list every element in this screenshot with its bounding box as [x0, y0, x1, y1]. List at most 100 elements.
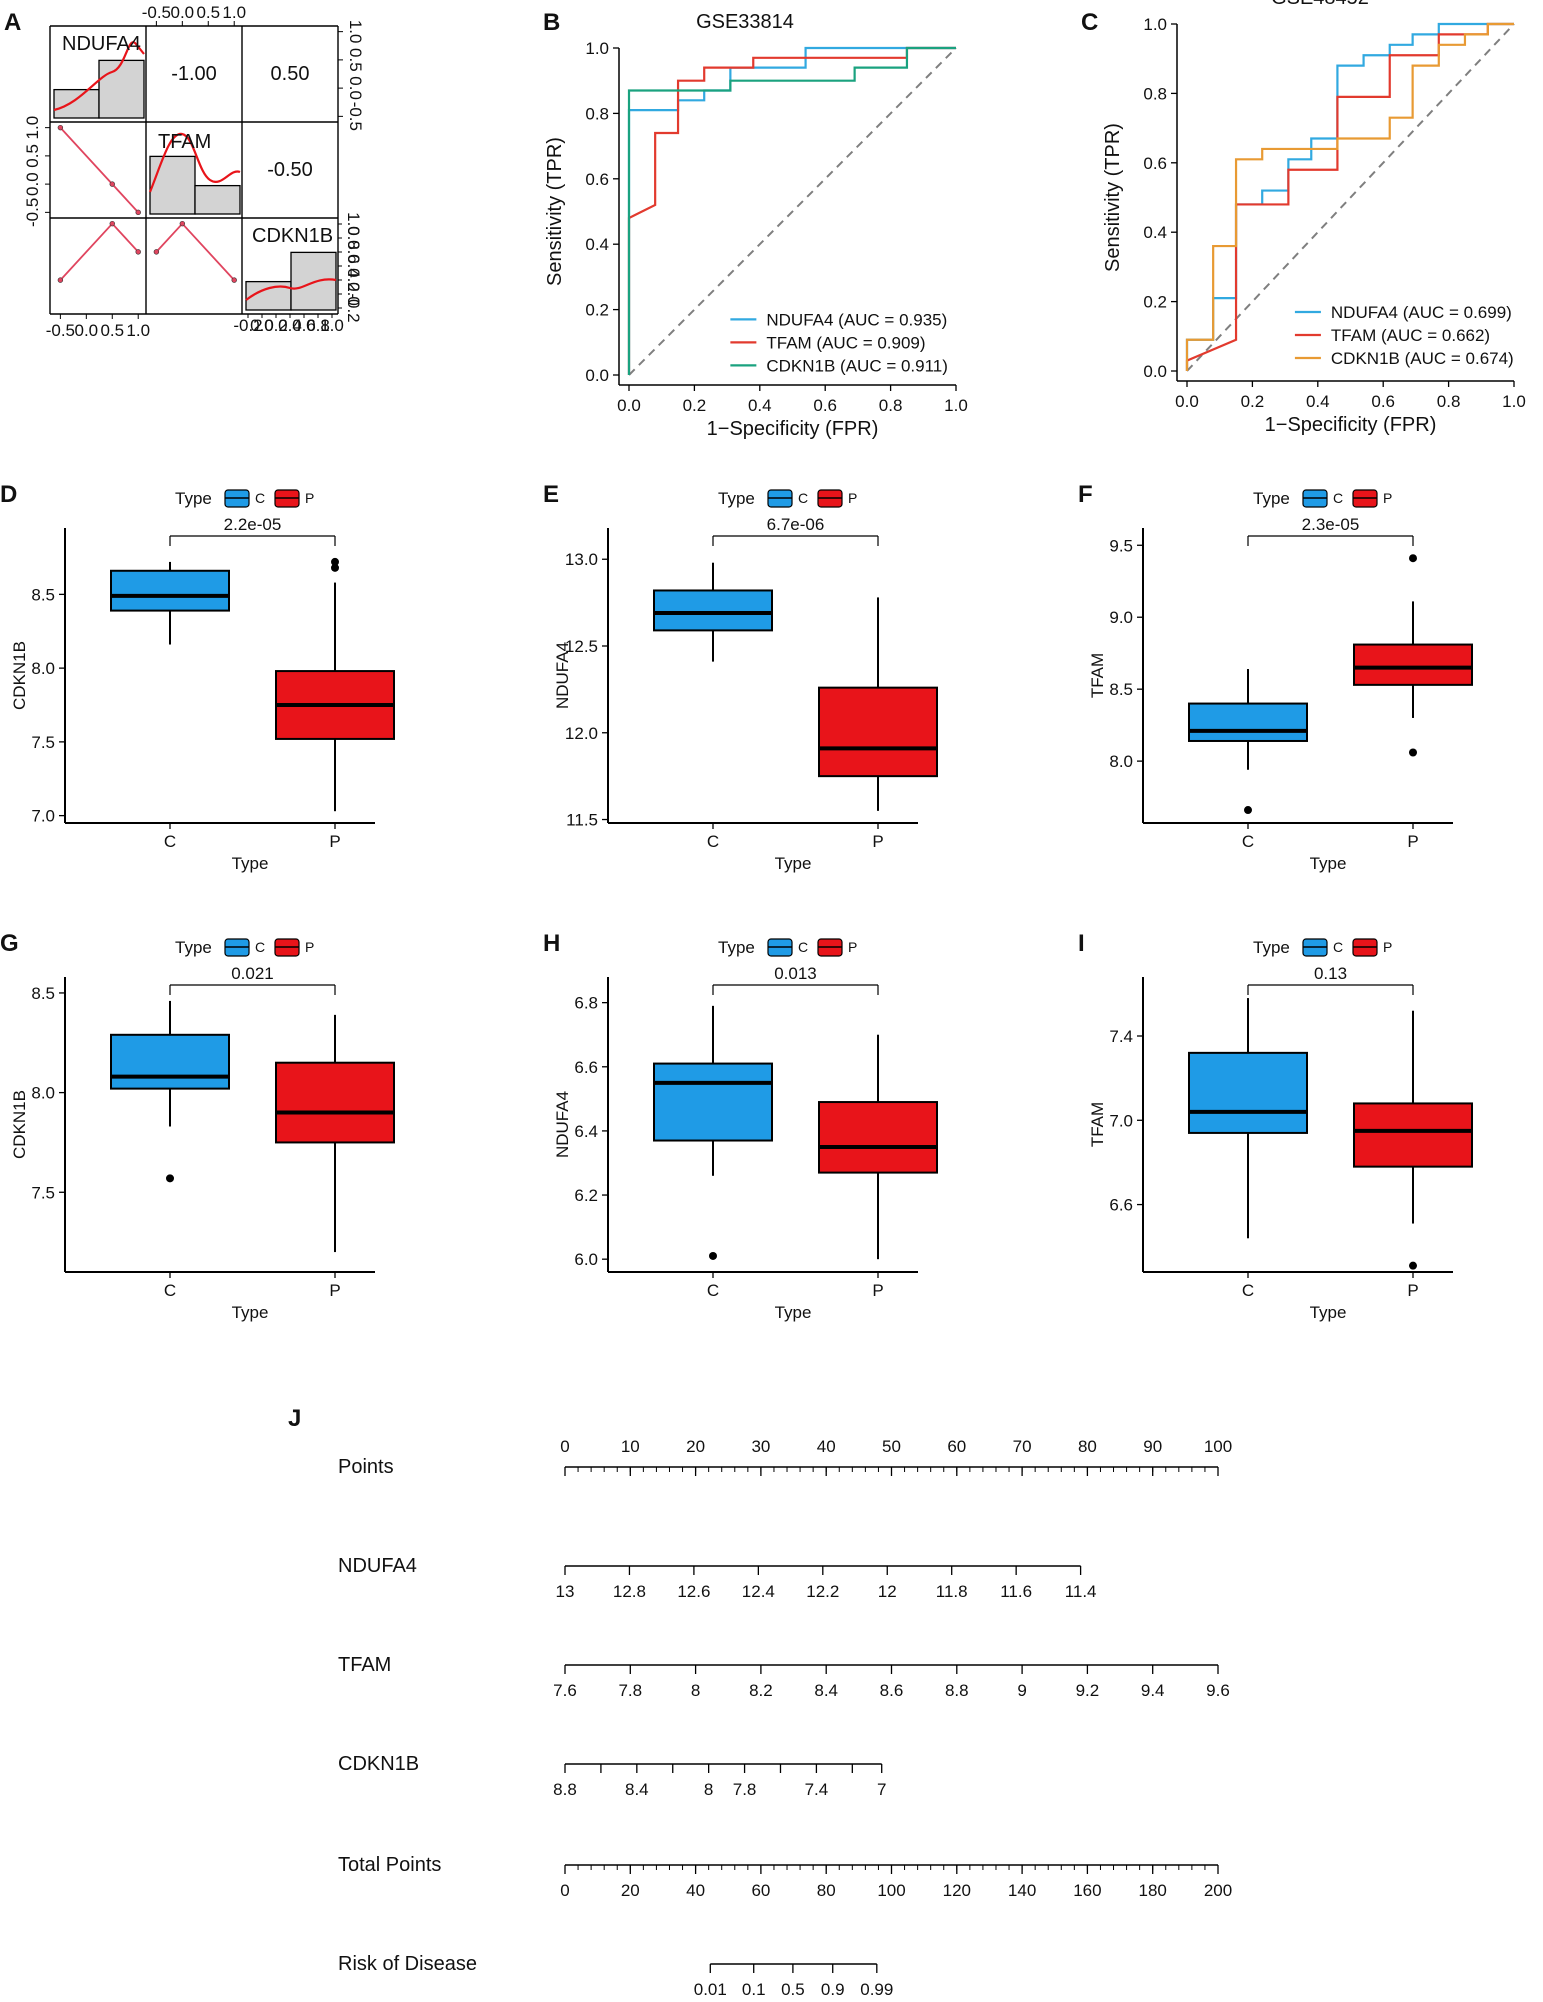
nomogram-tick-label: 90: [1143, 1437, 1162, 1456]
scatter-line: [59, 127, 139, 213]
nomogram-row-label: NDUFA4: [338, 1555, 417, 1577]
bottom-tick-label: 1.0: [126, 321, 150, 340]
top-tick-label: 0.5: [196, 3, 220, 22]
nomogram-tick-label: 8: [691, 1681, 700, 1700]
right-tick-label: 0.5: [346, 48, 365, 72]
right-bottom-tick-label: 0.8: [344, 226, 363, 250]
nomogram-tick-label: 100: [877, 1881, 905, 1900]
bottom-right-tick-label: 0.2: [264, 316, 288, 335]
x-tick-label: 1.0: [1502, 392, 1526, 411]
scatter-point: [179, 220, 186, 227]
correlation-value: 0.50: [271, 63, 310, 85]
scatter-point: [109, 181, 115, 187]
bottom-right-tick-label: -0.2: [233, 316, 262, 335]
scatter-point: [135, 249, 141, 255]
right-bottom-tick-label: 0.4: [344, 254, 363, 278]
nomogram-tick-label: 12.2: [806, 1582, 839, 1601]
density-curve: [148, 132, 241, 193]
y-tick-label: 8.0: [31, 659, 55, 678]
y-axis-title: CDKN1B: [10, 1090, 29, 1159]
roc-curve-cdkn1b: [627, 46, 956, 375]
left-tick-label: 1.0: [23, 116, 42, 140]
nomogram-tick-label: 0: [560, 1881, 569, 1900]
x-tick-label: C: [164, 832, 176, 851]
x-tick-label: 0.6: [1371, 392, 1395, 411]
y-axis-title: TFAM: [1088, 1102, 1107, 1147]
legend-label-p: P: [1383, 490, 1392, 506]
box-p: [275, 1061, 395, 1144]
nomogram-tick-label: 0: [560, 1437, 569, 1456]
y-tick-label: 0.0: [1143, 362, 1167, 381]
box-c: [1188, 702, 1308, 742]
x-tick-label: C: [707, 1281, 719, 1300]
x-tick-label: C: [164, 1281, 176, 1300]
variable-label-cdkn1b: CDKN1B: [252, 225, 333, 247]
legend-label-c: C: [1333, 939, 1343, 955]
roc-curve-cdkn1b: [1185, 22, 1514, 371]
legend-title: Type: [718, 938, 755, 957]
bottom-tick-label: -0.5: [46, 321, 75, 340]
right-tick-label: 1.0: [346, 20, 365, 44]
nomogram-tick-label: 140: [1008, 1881, 1036, 1900]
nomogram-tick-label: 40: [686, 1881, 705, 1900]
y-tick-label: 0.4: [585, 235, 609, 254]
nomogram-tick-label: 12.6: [677, 1582, 710, 1601]
nomogram-row-label: Total Points: [338, 1854, 441, 1876]
histogram-bar: [194, 184, 241, 215]
scatter-point: [57, 277, 64, 283]
nomogram-tick-label: 80: [817, 1881, 836, 1900]
nomogram-tick-label: 9: [1017, 1681, 1026, 1700]
x-tick-label: C: [1242, 832, 1254, 851]
scatter-point: [231, 277, 237, 283]
y-axis-title: TFAM: [1088, 653, 1107, 698]
y-tick-label: 8.0: [1109, 752, 1133, 771]
x-tick-label: 0.6: [813, 396, 837, 415]
nomogram-tick-label: 20: [621, 1881, 640, 1900]
legend-title: Type: [1253, 489, 1290, 508]
box-outlier: [331, 563, 339, 572]
x-axis-title: 1−Specificity (FPR): [1265, 414, 1437, 436]
p-value: 2.2e-05: [224, 515, 282, 534]
nomogram-tick-label: 7.6: [553, 1681, 577, 1700]
p-value: 0.13: [1314, 964, 1347, 983]
bottom-tick-label: 0.5: [100, 321, 124, 340]
y-tick-label: 0.8: [585, 104, 609, 123]
panel-letter-j: J: [288, 1405, 301, 1432]
roc-title: GSE48452: [1271, 0, 1369, 9]
nomogram-tick-label: 10: [621, 1437, 640, 1456]
x-tick-label: C: [1242, 1281, 1254, 1300]
scatter-line: [155, 222, 235, 281]
legend-label: CDKN1B (AUC = 0.674): [1331, 349, 1514, 368]
x-tick-label: P: [1407, 832, 1418, 851]
x-tick-label: 0.0: [1175, 392, 1199, 411]
box-p: [1353, 643, 1473, 686]
nomogram-tick-label: 120: [943, 1881, 971, 1900]
nomogram-row-label: Points: [338, 1456, 394, 1478]
bottom-right-tick-label: 0.4: [278, 316, 302, 335]
nomogram-tick-label: 7.8: [618, 1681, 642, 1700]
roc-title: GSE33814: [696, 11, 794, 33]
y-axis-title: Sensitivity (TPR): [544, 137, 566, 286]
x-tick-label: 0.2: [683, 396, 707, 415]
x-tick-label: C: [707, 832, 719, 851]
right-bottom-tick-label: 0.0: [344, 282, 363, 306]
y-tick-label: 8.5: [31, 984, 55, 1003]
x-tick-label: P: [329, 1281, 340, 1300]
panel-letter-c: C: [1081, 9, 1098, 36]
legend-label-p: P: [305, 490, 314, 506]
roc-diagonal: [628, 47, 957, 376]
box-c: [110, 569, 230, 612]
panel-letter-h: H: [543, 930, 560, 957]
right-bottom-tick-label: 0.2: [344, 268, 363, 292]
x-tick-label: P: [872, 832, 883, 851]
y-tick-label: 8.0: [31, 1084, 55, 1103]
histogram-bar: [149, 155, 196, 215]
y-tick-label: 8.5: [31, 585, 55, 604]
roc-curve-tfam: [627, 46, 956, 375]
density-curve: [53, 41, 145, 112]
scatter-point: [57, 124, 64, 131]
nomogram-tick-label: 9.4: [1141, 1681, 1165, 1700]
legend-label-p: P: [1383, 939, 1392, 955]
legend-label-c: C: [1333, 490, 1343, 506]
